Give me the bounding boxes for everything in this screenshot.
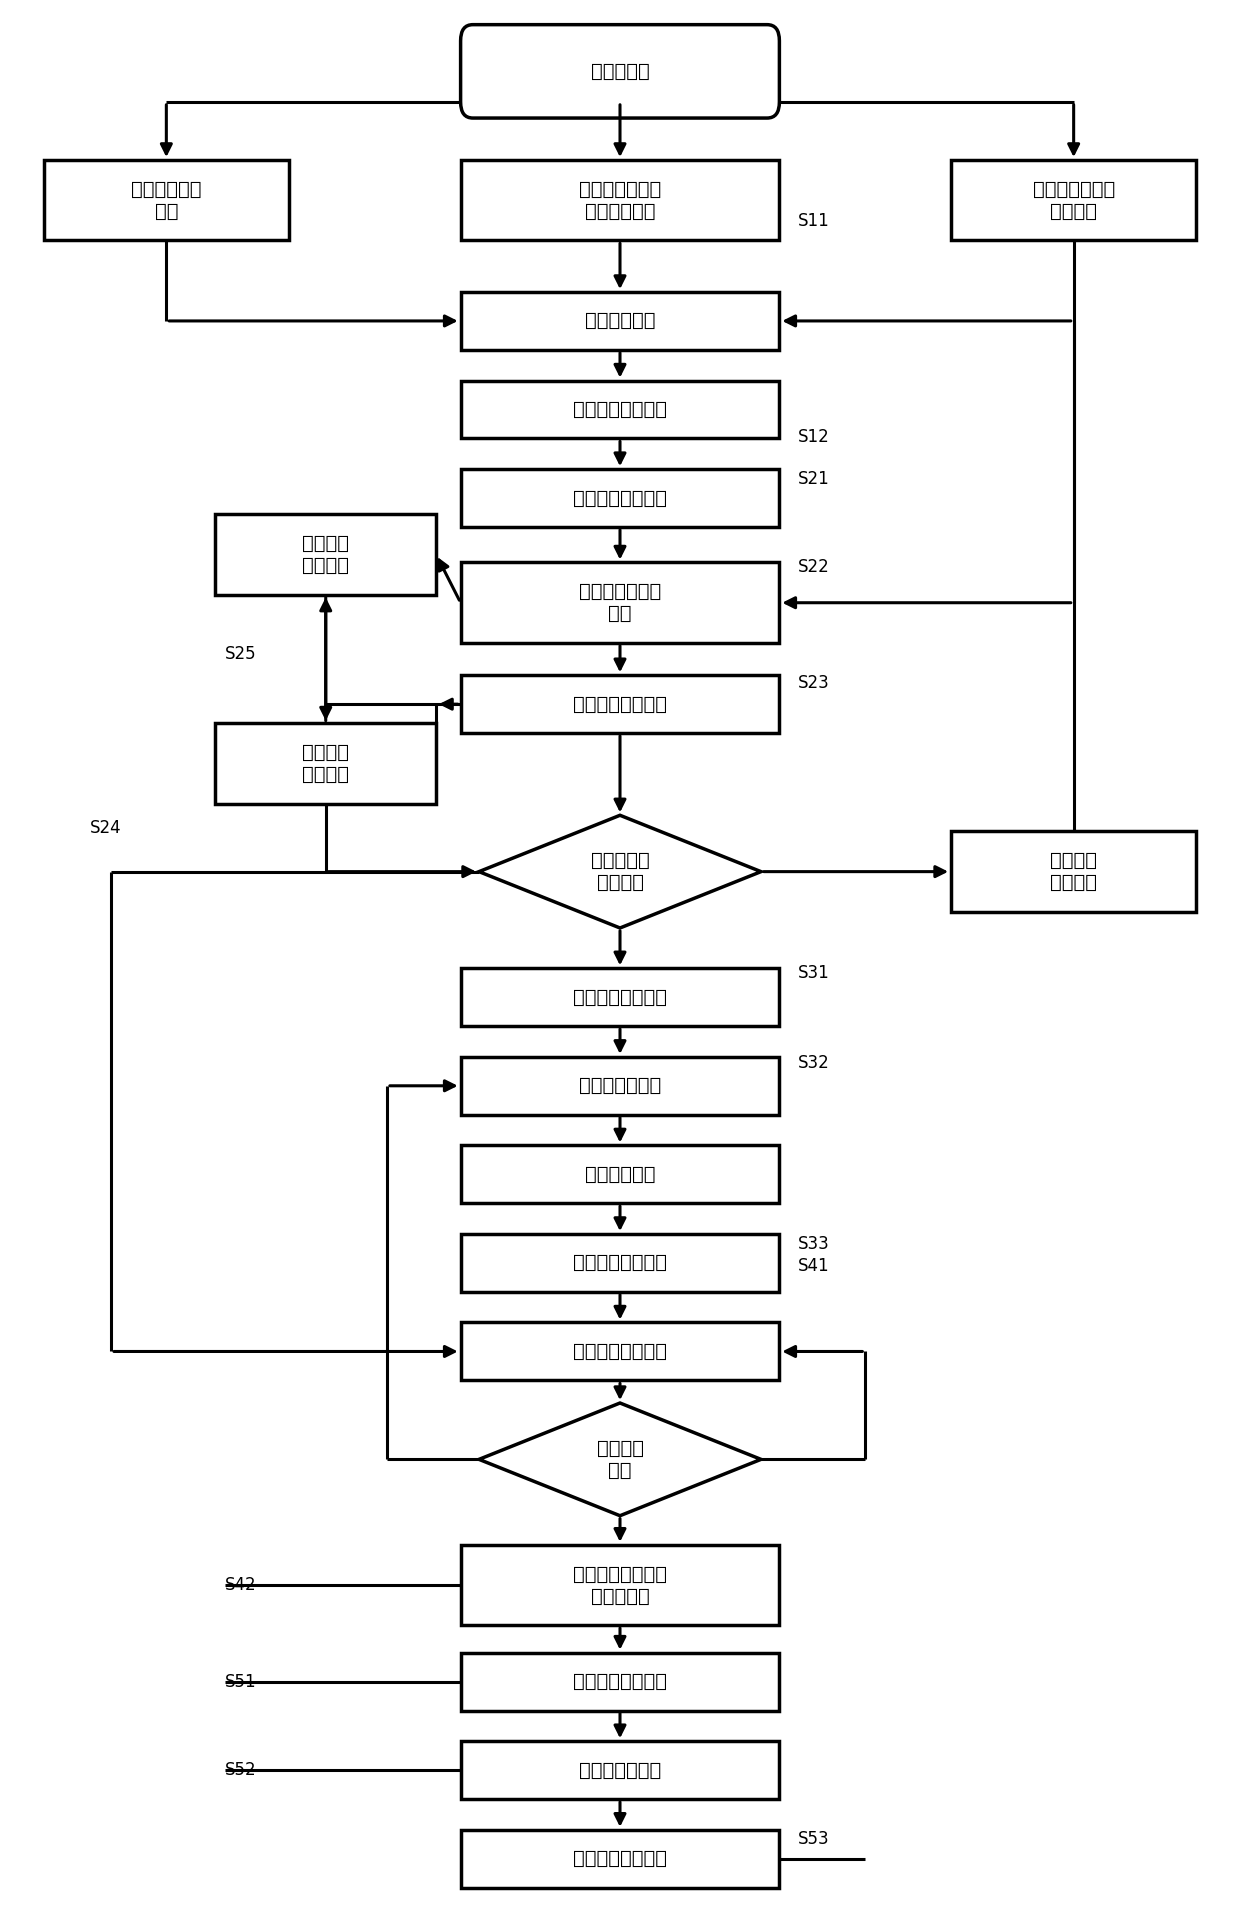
Polygon shape (479, 1403, 761, 1516)
Text: 摄像机预置位控制
与快速抓拍: 摄像机预置位控制 与快速抓拍 (573, 1565, 667, 1605)
Bar (460, 381, 780, 438)
Bar (460, 1234, 780, 1292)
Bar (43, 160, 289, 240)
Text: S33: S33 (797, 1234, 830, 1253)
Text: S32: S32 (797, 1055, 830, 1072)
Text: 提取取证数据链: 提取取证数据链 (579, 1761, 661, 1780)
Bar (460, 1741, 780, 1799)
Text: 取证信息发送记录: 取证信息发送记录 (573, 1849, 667, 1868)
Text: 车辆状态
模型更新: 车辆状态 模型更新 (303, 744, 350, 784)
Text: 系统初始化: 系统初始化 (590, 62, 650, 81)
Text: 车辆目标特征匹配: 车辆目标特征匹配 (573, 1253, 667, 1272)
Text: 摄像机跟踪控制: 摄像机跟踪控制 (579, 1076, 661, 1096)
Text: 摄像机预置位
设置: 摄像机预置位 设置 (131, 179, 202, 221)
Text: S51: S51 (226, 1672, 257, 1691)
Text: S53: S53 (797, 1830, 830, 1849)
Polygon shape (479, 815, 761, 928)
Bar (216, 515, 436, 594)
Bar (951, 160, 1197, 240)
Text: S24: S24 (91, 819, 122, 838)
Bar (460, 1057, 780, 1115)
Text: S52: S52 (226, 1761, 257, 1780)
Bar (460, 469, 780, 527)
Bar (460, 1322, 780, 1380)
Text: 获取一帧图像: 获取一帧图像 (585, 1165, 655, 1184)
Text: 恢复初始
监控视角: 恢复初始 监控视角 (1050, 851, 1097, 892)
Bar (460, 292, 780, 350)
Bar (460, 160, 780, 240)
Bar (460, 1146, 780, 1203)
Text: 获取初始帧图像
建立背景模型: 获取初始帧图像 建立背景模型 (579, 179, 661, 221)
Bar (460, 1545, 780, 1626)
Text: 车辆图像区域提取: 车辆图像区域提取 (573, 400, 667, 419)
Bar (460, 1653, 780, 1711)
Text: S31: S31 (797, 965, 830, 982)
Text: S22: S22 (797, 557, 830, 577)
Text: 获取一帧图像: 获取一帧图像 (585, 311, 655, 331)
Text: 是否有交通
违法车辆: 是否有交通 违法车辆 (590, 851, 650, 892)
Bar (951, 832, 1197, 911)
Text: 车辆通行行为识别: 车辆通行行为识别 (573, 694, 667, 713)
Text: S11: S11 (797, 211, 830, 231)
Bar (460, 675, 780, 732)
Text: S21: S21 (797, 469, 830, 488)
Text: S23: S23 (797, 675, 830, 692)
Text: 摄像机观测视场
空间标定: 摄像机观测视场 空间标定 (1033, 179, 1115, 221)
Bar (460, 1830, 780, 1887)
Text: S25: S25 (226, 646, 257, 663)
Text: 车辆目标
位置预测: 车辆目标 位置预测 (303, 534, 350, 575)
FancyBboxPatch shape (460, 25, 780, 117)
Text: 车辆图像区域匹配: 车辆图像区域匹配 (573, 488, 667, 507)
Bar (216, 723, 436, 803)
Text: 是否可以
抓拍: 是否可以 抓拍 (596, 1440, 644, 1480)
Text: S42: S42 (226, 1576, 257, 1593)
Text: S41: S41 (797, 1257, 830, 1274)
Text: 违法车辆号牌识别: 违法车辆号牌识别 (573, 1672, 667, 1691)
Text: 抓拍预测时间估计: 抓拍预测时间估计 (573, 1342, 667, 1361)
Bar (460, 563, 780, 644)
Text: S12: S12 (797, 429, 830, 446)
Text: 选择取证车辆目标: 选择取证车辆目标 (573, 988, 667, 1007)
Text: 车辆位置及速度
测量: 车辆位置及速度 测量 (579, 582, 661, 623)
Bar (460, 969, 780, 1026)
